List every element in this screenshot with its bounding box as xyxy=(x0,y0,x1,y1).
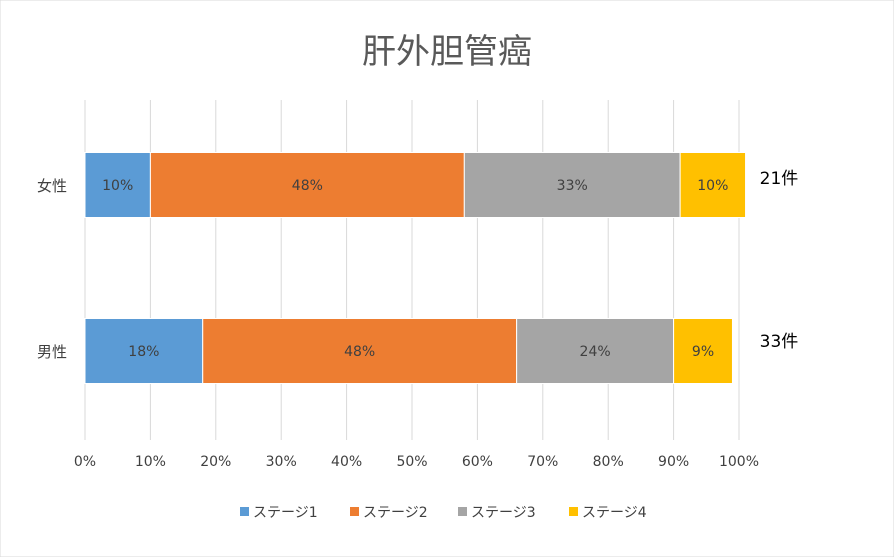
legend-swatch xyxy=(458,507,467,516)
bar-segment xyxy=(202,318,518,384)
bar-segment xyxy=(84,318,204,384)
data-label: 18% xyxy=(128,344,159,360)
x-tick-label: 0% xyxy=(74,454,96,470)
bar-segment xyxy=(84,152,151,218)
legend-swatch xyxy=(350,507,359,516)
bar-segment xyxy=(679,152,747,218)
x-tick-label: 100% xyxy=(719,454,759,470)
category-label: 男性 xyxy=(37,343,67,361)
chart-title: 肝外胆管癌 xyxy=(362,32,532,72)
bars xyxy=(84,152,747,384)
x-tick-label: 10% xyxy=(135,454,166,470)
data-label: 33% xyxy=(557,178,588,194)
x-tick-label: 70% xyxy=(527,454,558,470)
bar-segment xyxy=(516,318,675,384)
count-annotation: 21件 xyxy=(760,169,799,189)
legend-entry: ステージ4 xyxy=(582,505,647,521)
x-tick-label: 20% xyxy=(200,454,231,470)
data-label: 48% xyxy=(344,344,375,360)
x-tick-label: 60% xyxy=(462,454,493,470)
count-annotation: 33件 xyxy=(760,332,799,352)
category-label: 女性 xyxy=(37,177,67,195)
bar-segment xyxy=(463,152,681,218)
x-tick-label: 90% xyxy=(658,454,689,470)
data-label: 48% xyxy=(292,178,323,194)
x-tick-label: 50% xyxy=(396,454,427,470)
legend-entry: ステージ2 xyxy=(363,505,428,521)
data-label: 24% xyxy=(580,344,611,360)
data-labels: 10% 48% 33% 10% 21件 18% 48% 24% 9% 33件 xyxy=(102,169,798,360)
data-label: 10% xyxy=(697,178,728,194)
x-tick-label: 30% xyxy=(266,454,297,470)
legend-entry: ステージ1 xyxy=(253,505,318,521)
data-label: 9% xyxy=(692,344,714,360)
legend-swatch xyxy=(240,507,249,516)
legend-entry: ステージ3 xyxy=(471,505,536,521)
bar-segment xyxy=(149,152,465,218)
x-tick-label: 80% xyxy=(593,454,624,470)
legend: ステージ1 ステージ2 ステージ3 ステージ4 xyxy=(240,505,647,521)
data-label: 10% xyxy=(102,178,133,194)
x-tick-label: 40% xyxy=(331,454,362,470)
bar-segment xyxy=(673,318,733,384)
legend-swatch xyxy=(569,507,578,516)
